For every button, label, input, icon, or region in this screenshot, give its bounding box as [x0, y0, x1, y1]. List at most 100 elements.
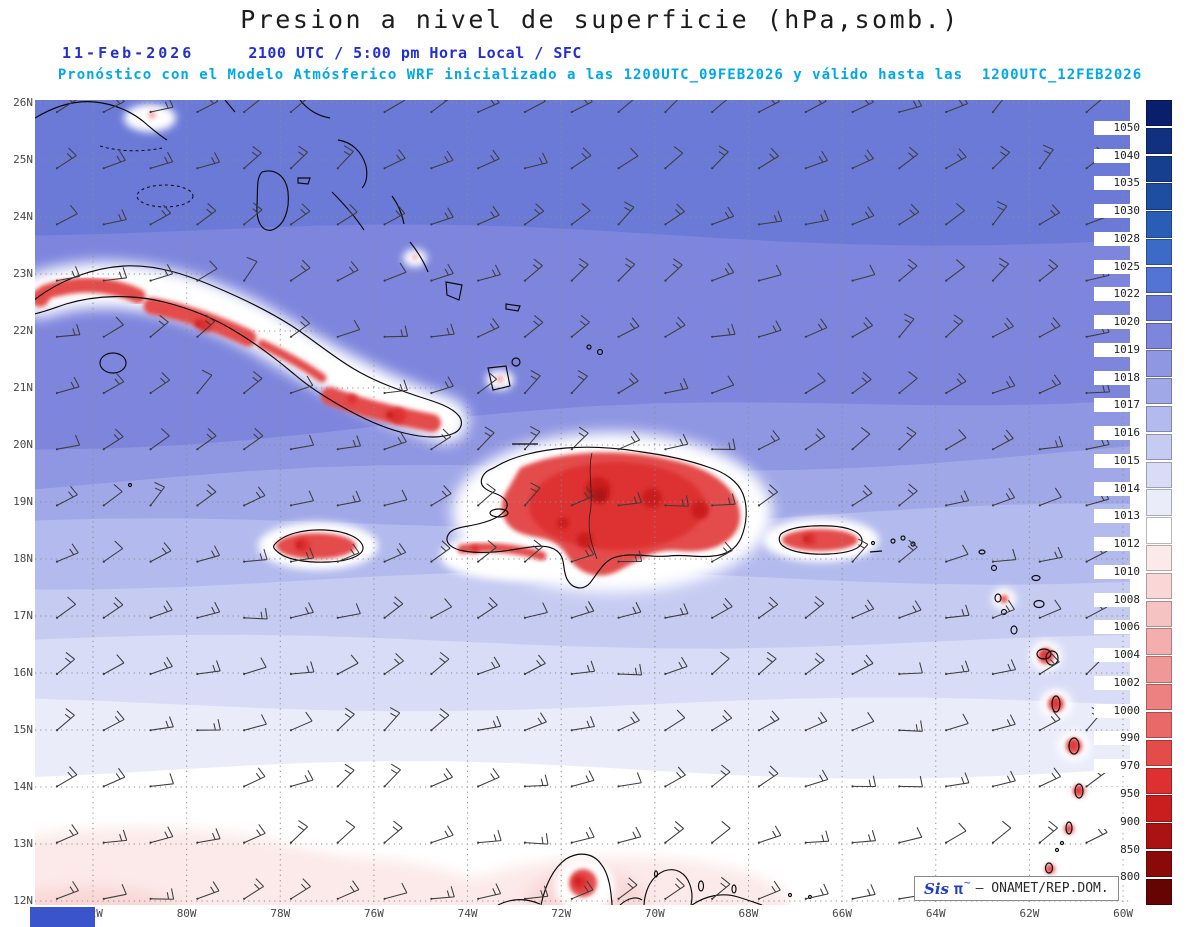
bottom-left-color-bar	[30, 907, 95, 927]
colorbar-block	[1146, 739, 1172, 766]
colorbar-block	[1146, 183, 1172, 210]
terrain-low-core	[390, 408, 406, 424]
colorbar-block	[1146, 294, 1172, 321]
colorbar-tick-label: 1008	[1094, 592, 1142, 607]
terrain-low-core	[194, 320, 202, 328]
lat-tick-label: 14N	[13, 780, 33, 793]
island-outline	[1045, 650, 1059, 666]
terrain-low-core	[574, 877, 582, 885]
lon-tick-label: 80W	[176, 907, 197, 920]
colorbar-tick-label: 1015	[1094, 453, 1142, 468]
model-info-line: Pronóstico con el Modelo Atmósferico WRF…	[57, 67, 1143, 83]
coastline	[273, 529, 364, 563]
island-outline	[1051, 695, 1061, 713]
colorbar-block	[1146, 378, 1172, 405]
colorbar-block	[1146, 517, 1172, 544]
coastline	[643, 869, 693, 905]
colorbar-block	[1146, 239, 1172, 266]
island-outline	[990, 564, 998, 572]
colorbar-block	[1146, 767, 1172, 794]
page-title: Presion a nivel de superficie (hPa,somb.…	[240, 5, 960, 34]
colorbar-block	[1146, 350, 1172, 377]
lat-tick-label: 20N	[13, 438, 33, 451]
lat-tick-label: 19N	[13, 495, 33, 508]
haiti-dr-border	[588, 452, 598, 560]
colorbar-block	[1146, 266, 1172, 294]
colorbar-block	[1146, 850, 1172, 878]
lat-tick-label: 13N	[13, 837, 33, 850]
colorbar-tick-label: 1010	[1094, 564, 1142, 579]
terrain-low-core	[1041, 651, 1049, 659]
coastline	[256, 170, 289, 231]
terrain-low-core	[803, 536, 809, 542]
lon-tick-label: 70W	[644, 907, 665, 920]
terrain-low-core	[577, 532, 593, 548]
map-layers	[35, 100, 1130, 905]
watermark: Sis π ~ — ONAMET/REP.DOM.	[914, 876, 1119, 901]
island-outline	[1074, 783, 1084, 799]
colorbar-block	[1146, 433, 1172, 461]
terrain-low-core	[496, 375, 504, 383]
colorbar-block	[1146, 711, 1172, 739]
colorbar-tick-label: 1030	[1094, 204, 1142, 218]
colorbar-block	[1146, 878, 1172, 906]
lon-tick-label: 60W	[1113, 907, 1133, 920]
forecast-date: 11-Feb-2026	[62, 44, 195, 62]
colorbar-block	[1146, 572, 1172, 600]
colorbar-tick-label: 1018	[1094, 370, 1142, 385]
island-outline	[1065, 821, 1073, 835]
colorbar-block	[1146, 489, 1172, 516]
colorbar-tick-label: 1020	[1094, 315, 1142, 330]
island-outline	[807, 894, 813, 900]
lon-tick-label: 78W	[270, 907, 291, 920]
coastline	[446, 446, 747, 589]
colorbar-tick-label: 990	[1094, 731, 1142, 746]
coastline	[619, 897, 643, 905]
colorbar-block	[1146, 405, 1172, 433]
lat-tick-label: 12N	[13, 894, 33, 907]
lat-tick-label: 26N	[13, 96, 33, 109]
terrain-low-core	[593, 488, 607, 502]
colorbar-tick-label: 1025	[1094, 259, 1142, 274]
terrain-low-core	[804, 533, 816, 545]
coastline	[409, 241, 429, 273]
island-outline	[890, 538, 896, 544]
colorbar-block	[1146, 155, 1172, 182]
colorbar-tick-label: 1035	[1094, 176, 1142, 191]
island-outline	[596, 348, 604, 356]
terrain-low-core	[198, 318, 212, 332]
island-outline	[511, 357, 521, 367]
colorbar-tick-label: 970	[1094, 759, 1142, 774]
island-outline	[731, 884, 737, 894]
colorbar-tick-label: 1040	[1094, 148, 1142, 163]
island-outline	[99, 352, 127, 374]
colorbar-block	[1146, 322, 1172, 349]
lat-tick-label: 23N	[13, 267, 33, 280]
island-outline	[489, 508, 509, 518]
colorbar-tick-label: 1014	[1094, 481, 1142, 496]
colorbar-tick-label: 1013	[1094, 509, 1142, 524]
colorbar-tick-label: 1028	[1094, 231, 1142, 246]
island-outline	[653, 870, 659, 878]
colorbar-tick-label: 1002	[1094, 675, 1142, 690]
island-outline	[1036, 648, 1052, 660]
pink-pressure-patch	[170, 857, 490, 905]
grid-lines	[35, 100, 1130, 905]
island-outline	[1044, 862, 1054, 874]
coastlines	[35, 100, 1084, 905]
island-outline	[869, 550, 883, 553]
island-outline	[787, 892, 793, 898]
colorbar-tick-label: 1006	[1094, 620, 1142, 635]
coastline	[778, 525, 863, 555]
colorbar-block	[1146, 545, 1172, 572]
island-outline	[1033, 599, 1045, 609]
island-outline	[994, 593, 1002, 603]
coastline	[445, 281, 463, 301]
colorbar-tick-label: 1012	[1094, 537, 1142, 552]
colorbar-tick-label: 1004	[1094, 648, 1142, 663]
lon-tick-label: 66W	[832, 907, 853, 920]
coastline	[337, 139, 368, 189]
colorbar-block	[1146, 823, 1172, 850]
watermark-brand-sis: Sis	[924, 879, 949, 898]
lon-tick-label: 64W	[925, 907, 946, 920]
